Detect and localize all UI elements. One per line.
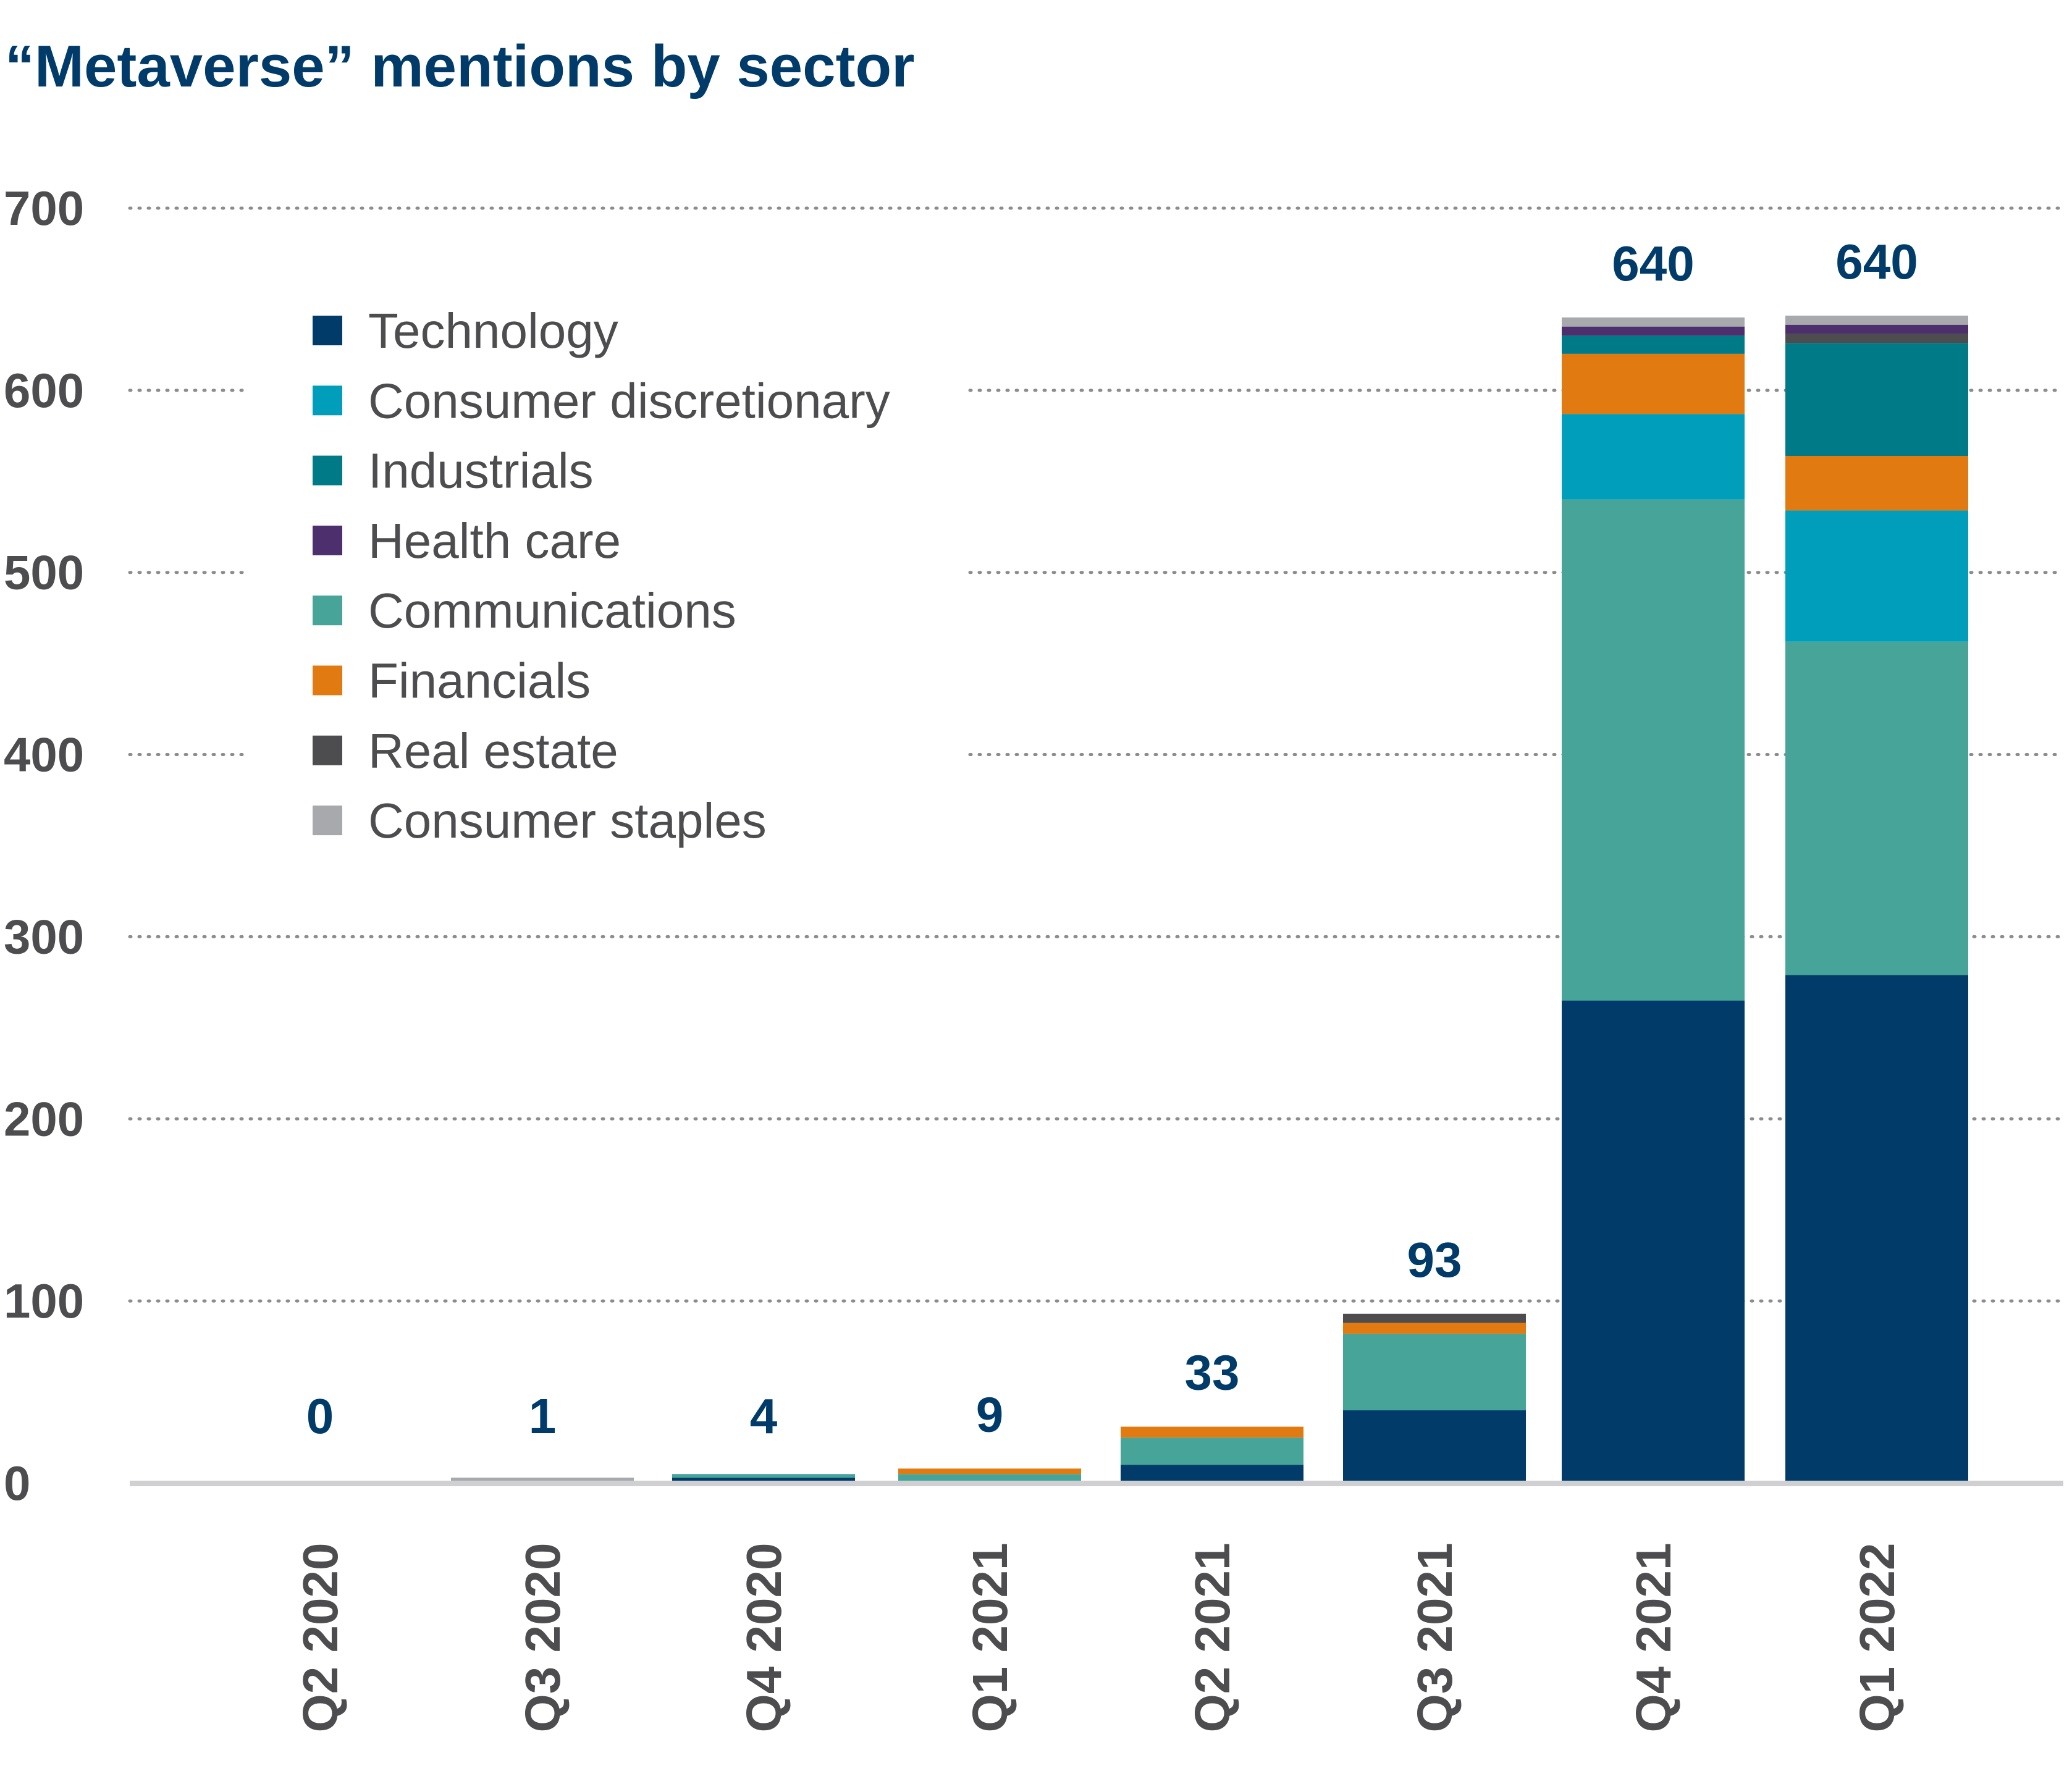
bar-segment-q3-2020-consumer-staples [451,1478,634,1483]
y-tick-label-200: 200 [4,1092,84,1146]
total-label-q1-2021: 9 [976,1387,1004,1442]
bar-segment-q3-2021-technology [1343,1410,1526,1483]
y-tick-label-700: 700 [4,181,84,235]
legend-swatch-health-care [313,525,342,555]
bar-segment-q4-2020-communications [672,1474,855,1478]
bars: 0 1 4 9 33 93 640 640 [306,234,1968,1483]
legend-label-consumer-discretionary: Consumer discretionary [368,373,890,428]
bar-segment-q4-2021-health-care [1562,326,1745,336]
legend-label-financials: Financials [368,654,591,709]
legend-swatch-industrials [313,455,342,486]
y-tick-label-300: 300 [4,909,84,964]
bar-segment-q4-2021-financials [1562,353,1745,414]
legend: Technology Consumer discretionary Industri… [313,303,890,848]
bar-segment-q1-2022-financials [1785,455,1968,511]
legend-item-industrials: Industrials [313,444,594,498]
total-label-q3-2020: 1 [529,1389,557,1444]
legend-item-technology: Technology [313,303,618,358]
x-tick-label-q2-2021: Q2 2021 [1185,1543,1240,1733]
total-label-q2-2021: 33 [1185,1345,1240,1400]
legend-swatch-technology [313,316,342,345]
bar-segment-q3-2021-communications [1343,1334,1526,1411]
total-label-q2-2020: 0 [306,1389,334,1444]
legend-swatch-consumer-staples [313,806,342,836]
legend-item-consumer-discretionary: Consumer discretionary [313,373,890,428]
legend-label-real-estate: Real estate [368,723,618,778]
bar-segment-q1-2022-consumer-discretionary [1785,510,1968,642]
legend-label-communications: Communications [368,583,736,638]
legend-item-communications: Communications [313,583,736,638]
bar-segment-q4-2021-industrials [1562,335,1745,354]
legend-swatch-real-estate [313,735,342,765]
x-tick-label-q2-2020: Q2 2020 [293,1543,348,1733]
legend-label-technology: Technology [368,303,618,358]
bar-segment-q4-2021-consumer-discretionary [1562,414,1745,500]
bar-segment-q3-2021-financials [1343,1323,1526,1334]
legend-label-consumer-staples: Consumer staples [368,793,767,848]
total-label-q1-2022: 640 [1835,234,1918,289]
bar-segment-q4-2021-communications [1562,499,1745,1001]
legend-swatch-financials [313,665,342,696]
legend-label-industrials: Industrials [368,444,594,498]
bar-segment-q2-2021-technology [1121,1465,1303,1483]
legend-item-real-estate: Real estate [313,723,618,778]
bar-segment-q1-2022-communications [1785,641,1968,975]
legend-label-health-care: Health care [368,513,621,568]
bar-segment-q1-2022-real-estate [1785,334,1968,343]
total-label-q4-2021: 640 [1612,236,1694,291]
y-tick-label-0: 0 [4,1456,30,1510]
legend-swatch-communications [313,595,342,626]
y-tick-label-600: 600 [4,363,84,418]
bar-segment-q2-2021-financials [1121,1426,1303,1438]
legend-item-financials: Financials [313,654,591,709]
x-tick-label-q4-2020: Q4 2020 [736,1543,791,1733]
x-tick-label-q1-2021: Q1 2021 [962,1543,1017,1733]
bar-segment-q1-2021-financials [898,1468,1081,1474]
x-tick-label-q1-2022: Q1 2022 [1850,1543,1905,1733]
bar-segment-q4-2021-technology [1562,1000,1745,1483]
y-tick-label-400: 400 [4,728,84,782]
x-tick-label-q3-2020: Q3 2020 [515,1543,570,1733]
total-label-q3-2021: 93 [1407,1232,1462,1287]
bar-segment-q1-2022-health-care [1785,324,1968,334]
bar-segment-q1-2022-industrials [1785,343,1968,456]
bar-segment-q4-2020-technology [672,1478,855,1483]
bar-segment-q4-2021-consumer-staples [1562,317,1745,327]
bar-segment-q3-2021-real-estate [1343,1313,1526,1323]
legend-item-health-care: Health care [313,513,621,568]
legend-swatch-consumer-discretionary [313,385,342,416]
x-tick-label-q3-2021: Q3 2021 [1407,1543,1462,1733]
y-tick-label-500: 500 [4,545,84,600]
bar-segment-q2-2021-communications [1121,1437,1303,1465]
x-tick-label-q4-2021: Q4 2021 [1626,1543,1681,1733]
chart-title: “Metaverse” mentions by sector [5,33,915,99]
axes: 0 100 200 300 400 500 600 700 Q2 2020 Q3 2020 Q4 2… [4,181,2063,1732]
bar-segment-q1-2022-technology [1785,975,1968,1483]
y-tick-label-100: 100 [4,1274,84,1328]
legend-item-consumer-staples: Consumer staples [313,793,767,848]
x-axis-baseline [130,1481,2063,1486]
bar-segment-q1-2022-consumer-staples [1785,315,1968,325]
total-label-q4-2020: 4 [750,1389,778,1444]
